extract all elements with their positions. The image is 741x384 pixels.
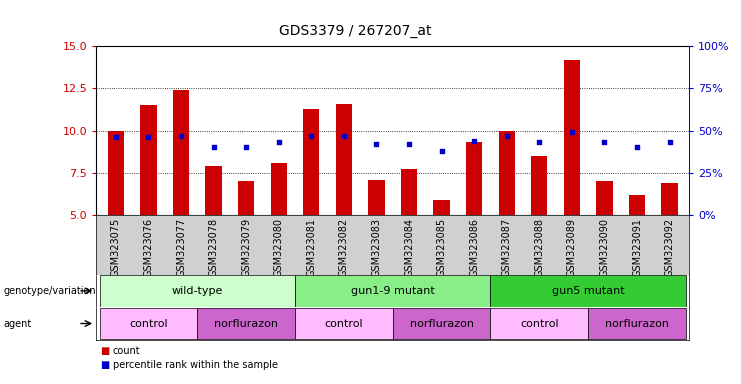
Text: GSM323077: GSM323077 [176,218,186,277]
Bar [140,105,156,215]
Point [403,141,415,147]
Bar [238,181,254,215]
Text: gun5 mutant: gun5 mutant [552,286,625,296]
Text: ■: ■ [100,346,109,356]
Point [599,139,611,146]
Point [436,148,448,154]
Text: GSM323085: GSM323085 [436,218,447,277]
Text: GSM323079: GSM323079 [241,218,251,277]
Bar [393,308,491,339]
Point [305,132,317,139]
Bar [173,90,189,215]
Bar [597,181,613,215]
Text: GDS3379 / 267207_at: GDS3379 / 267207_at [279,25,432,38]
Bar [491,275,686,306]
Bar [466,142,482,215]
Point [534,139,545,146]
Point [338,132,350,139]
Bar [270,163,287,215]
Point [110,134,122,141]
Text: GSM323081: GSM323081 [306,218,316,277]
Text: GSM323090: GSM323090 [599,218,609,277]
Text: wild-type: wild-type [172,286,223,296]
Text: agent: agent [4,318,32,329]
Text: norflurazon: norflurazon [410,318,473,329]
Bar [662,183,678,215]
Text: GSM323082: GSM323082 [339,218,349,277]
Text: control: control [129,318,167,329]
Bar [401,169,417,215]
Text: GSM323080: GSM323080 [273,218,284,277]
Bar [336,104,352,215]
Bar [303,109,319,215]
Text: GSM323088: GSM323088 [534,218,545,277]
Bar [295,275,491,306]
Point [142,134,154,141]
Point [468,137,480,144]
Bar [531,156,548,215]
Text: count: count [113,346,140,356]
Point [501,132,513,139]
Bar [588,308,686,339]
Point [240,144,252,151]
Bar [499,131,515,215]
Bar [197,308,295,339]
Point [273,139,285,146]
Bar [491,308,588,339]
Text: GSM323076: GSM323076 [144,218,153,277]
Bar [99,308,197,339]
Bar [295,308,393,339]
Point [207,144,219,151]
Bar [107,131,124,215]
Bar [629,195,645,215]
Text: GSM323092: GSM323092 [665,218,674,277]
Text: norflurazon: norflurazon [214,318,278,329]
Point [370,141,382,147]
Text: genotype/variation: genotype/variation [4,286,96,296]
Text: GSM323091: GSM323091 [632,218,642,277]
Bar [368,180,385,215]
Text: control: control [325,318,363,329]
Point [566,129,578,135]
Bar [564,60,580,215]
Text: GSM323086: GSM323086 [469,218,479,277]
Text: GSM323078: GSM323078 [208,218,219,277]
Text: GSM323084: GSM323084 [404,218,414,277]
Bar [205,166,222,215]
Bar [433,200,450,215]
Point [664,139,676,146]
Text: GSM323087: GSM323087 [502,218,512,277]
Text: percentile rank within the sample: percentile rank within the sample [113,360,278,370]
Text: GSM323089: GSM323089 [567,218,577,277]
Text: ■: ■ [100,360,109,370]
Point [175,132,187,139]
Text: norflurazon: norflurazon [605,318,669,329]
Bar [99,275,295,306]
Text: GSM323083: GSM323083 [371,218,382,277]
Text: gun1-9 mutant: gun1-9 mutant [350,286,435,296]
Point [631,144,643,151]
Text: GSM323075: GSM323075 [111,218,121,277]
Text: control: control [520,318,559,329]
